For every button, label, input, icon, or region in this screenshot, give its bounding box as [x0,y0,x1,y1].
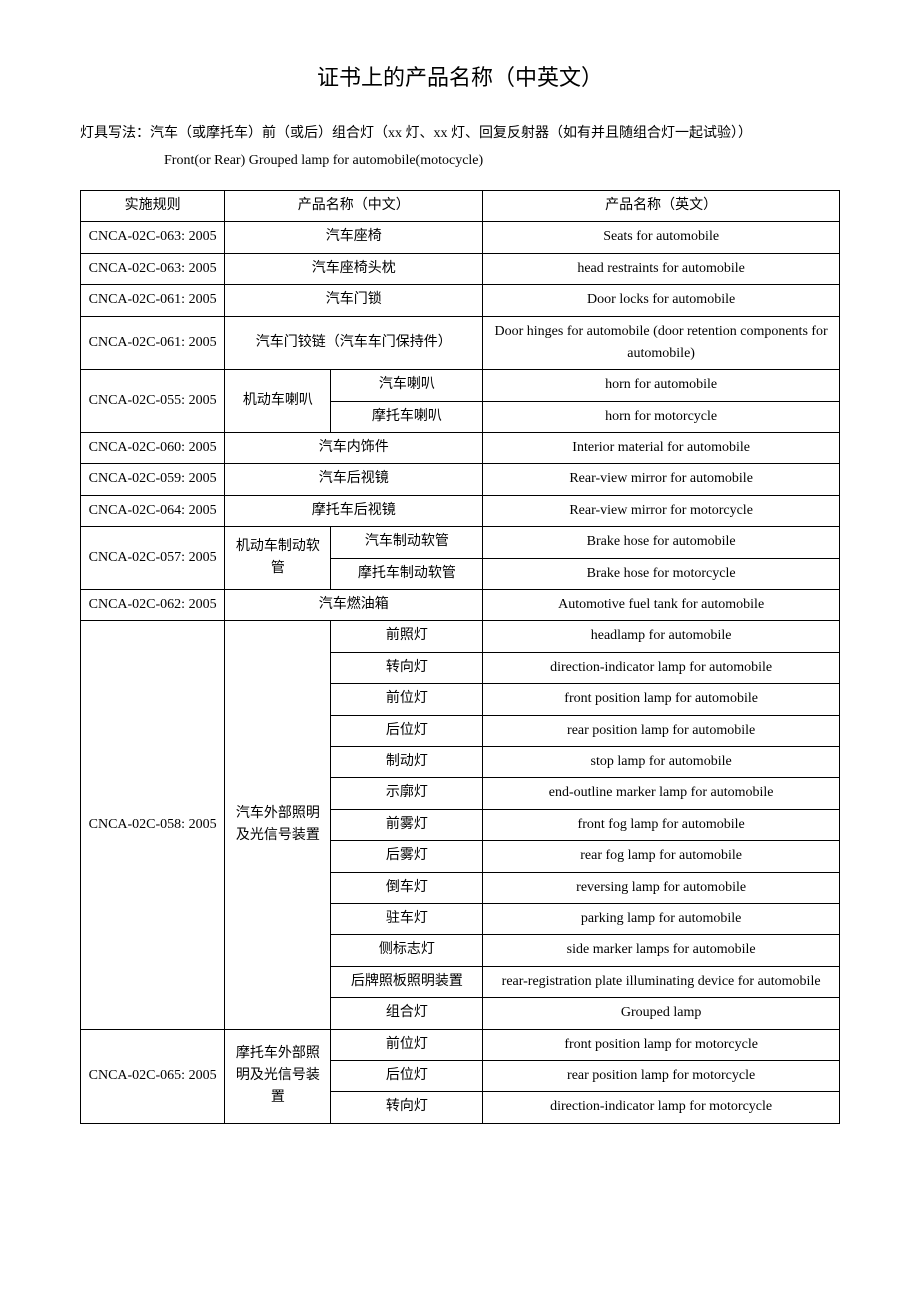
product-table: 实施规则 产品名称（中文） 产品名称（英文） CNCA-02C-063: 200… [80,190,840,1124]
table-row: CNCA-02C-059: 2005汽车后视镜Rear-view mirror … [81,464,840,495]
cell-name-cn: 汽车燃油箱 [225,590,483,621]
cell-sub-cn: 后雾灯 [331,841,483,872]
cell-name-en: Seats for automobile [483,222,840,253]
cell-group-cn: 摩托车外部照明及光信号装置 [225,1029,331,1123]
cell-rule: CNCA-02C-061: 2005 [81,316,225,370]
cell-rule: CNCA-02C-057: 2005 [81,527,225,590]
table-row: CNCA-02C-063: 2005汽车座椅Seats for automobi… [81,222,840,253]
cell-name-en: rear-registration plate illuminating dev… [483,966,840,997]
cell-name-en: head restraints for automobile [483,253,840,284]
document-title: 证书上的产品名称（中英文） [80,60,840,95]
table-row: CNCA-02C-055: 2005机动车喇叭汽车喇叭horn for auto… [81,370,840,401]
cell-sub-cn: 后位灯 [331,1060,483,1091]
cell-name-en: front fog lamp for automobile [483,809,840,840]
cell-rule: CNCA-02C-064: 2005 [81,495,225,526]
cell-name-en: end-outline marker lamp for automobile [483,778,840,809]
cell-name-cn: 汽车座椅 [225,222,483,253]
cell-rule: CNCA-02C-061: 2005 [81,285,225,316]
cell-sub-cn: 前位灯 [331,684,483,715]
cell-name-en: horn for automobile [483,370,840,401]
header-name-cn: 产品名称（中文） [225,190,483,221]
cell-name-cn: 摩托车后视镜 [225,495,483,526]
table-row: CNCA-02C-061: 2005汽车门铰链（汽车车门保持件）Door hin… [81,316,840,370]
cell-name-en: Automotive fuel tank for automobile [483,590,840,621]
cell-group-cn: 机动车喇叭 [225,370,331,433]
table-row: CNCA-02C-061: 2005汽车门锁Door locks for aut… [81,285,840,316]
cell-name-en: Brake hose for automobile [483,527,840,558]
cell-sub-cn: 制动灯 [331,747,483,778]
cell-sub-cn: 示廓灯 [331,778,483,809]
cell-name-en: side marker lamps for automobile [483,935,840,966]
cell-name-cn: 汽车门铰链（汽车车门保持件） [225,316,483,370]
header-name-en: 产品名称（英文） [483,190,840,221]
cell-group-cn: 汽车外部照明及光信号装置 [225,621,331,1029]
cell-name-en: Door hinges for automobile (door retenti… [483,316,840,370]
cell-sub-cn: 摩托车喇叭 [331,401,483,432]
cell-sub-cn: 后位灯 [331,715,483,746]
cell-name-cn: 汽车门锁 [225,285,483,316]
table-row: CNCA-02C-057: 2005机动车制动软管汽车制动软管Brake hos… [81,527,840,558]
cell-name-en: parking lamp for automobile [483,903,840,934]
cell-name-en: rear fog lamp for automobile [483,841,840,872]
cell-name-en: Grouped lamp [483,998,840,1029]
cell-sub-cn: 倒车灯 [331,872,483,903]
cell-name-en: stop lamp for automobile [483,747,840,778]
intro-text-cn: 灯具写法：汽车（或摩托车）前（或后）组合灯（xx 灯、xx 灯、回复反射器（如有… [80,123,840,145]
cell-name-en: rear position lamp for motorcycle [483,1060,840,1091]
cell-sub-cn: 摩托车制动软管 [331,558,483,589]
cell-name-en: Rear-view mirror for motorcycle [483,495,840,526]
cell-sub-cn: 侧标志灯 [331,935,483,966]
cell-name-en: front position lamp for automobile [483,684,840,715]
cell-rule: CNCA-02C-065: 2005 [81,1029,225,1123]
cell-name-en: rear position lamp for automobile [483,715,840,746]
table-row: CNCA-02C-060: 2005汽车内饰件Interior material… [81,433,840,464]
cell-rule: CNCA-02C-062: 2005 [81,590,225,621]
cell-rule: CNCA-02C-063: 2005 [81,222,225,253]
cell-name-en: reversing lamp for automobile [483,872,840,903]
cell-name-en: Rear-view mirror for automobile [483,464,840,495]
table-row: CNCA-02C-065: 2005摩托车外部照明及光信号装置前位灯front … [81,1029,840,1060]
cell-name-en: Interior material for automobile [483,433,840,464]
cell-sub-cn: 转向灯 [331,1092,483,1123]
cell-rule: CNCA-02C-058: 2005 [81,621,225,1029]
cell-sub-cn: 前照灯 [331,621,483,652]
cell-name-cn: 汽车内饰件 [225,433,483,464]
cell-sub-cn: 驻车灯 [331,903,483,934]
cell-name-cn: 汽车后视镜 [225,464,483,495]
cell-rule: CNCA-02C-063: 2005 [81,253,225,284]
cell-sub-cn: 汽车制动软管 [331,527,483,558]
cell-group-cn: 机动车制动软管 [225,527,331,590]
table-header-row: 实施规则 产品名称（中文） 产品名称（英文） [81,190,840,221]
table-row: CNCA-02C-058: 2005汽车外部照明及光信号装置前照灯headlam… [81,621,840,652]
cell-rule: CNCA-02C-060: 2005 [81,433,225,464]
cell-name-en: headlamp for automobile [483,621,840,652]
cell-sub-cn: 汽车喇叭 [331,370,483,401]
cell-name-en: direction-indicator lamp for motorcycle [483,1092,840,1123]
cell-name-en: front position lamp for motorcycle [483,1029,840,1060]
cell-name-cn: 汽车座椅头枕 [225,253,483,284]
table-row: CNCA-02C-063: 2005汽车座椅头枕head restraints … [81,253,840,284]
cell-sub-cn: 前位灯 [331,1029,483,1060]
cell-sub-cn: 后牌照板照明装置 [331,966,483,997]
cell-sub-cn: 前雾灯 [331,809,483,840]
cell-sub-cn: 组合灯 [331,998,483,1029]
cell-name-en: Brake hose for motorcycle [483,558,840,589]
intro-text-en: Front(or Rear) Grouped lamp for automobi… [164,150,840,172]
cell-rule: CNCA-02C-059: 2005 [81,464,225,495]
cell-rule: CNCA-02C-055: 2005 [81,370,225,433]
table-row: CNCA-02C-062: 2005汽车燃油箱Automotive fuel t… [81,590,840,621]
cell-name-en: Door locks for automobile [483,285,840,316]
table-row: CNCA-02C-064: 2005摩托车后视镜Rear-view mirror… [81,495,840,526]
cell-sub-cn: 转向灯 [331,652,483,683]
cell-name-en: horn for motorcycle [483,401,840,432]
header-rule: 实施规则 [81,190,225,221]
cell-name-en: direction-indicator lamp for automobile [483,652,840,683]
